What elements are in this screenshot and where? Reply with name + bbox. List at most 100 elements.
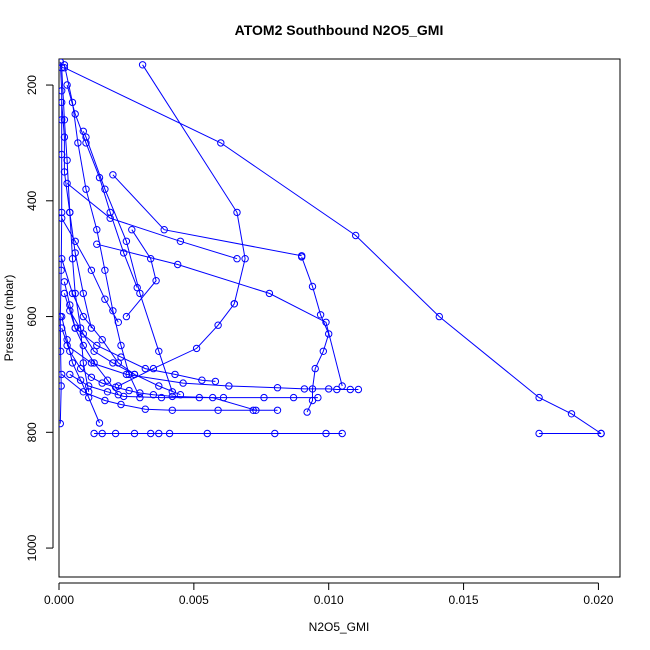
data-point (319, 347, 327, 355)
data-point (338, 429, 346, 438)
data-point (63, 81, 71, 89)
data-point (117, 341, 125, 350)
data-point (111, 429, 120, 438)
series-profile-4 (79, 127, 177, 396)
series-profile-25 (63, 81, 141, 292)
series-line (63, 281, 119, 395)
data-point (76, 376, 85, 384)
series-line (61, 67, 90, 392)
series-profile-14 (535, 429, 605, 438)
data-point (59, 419, 64, 428)
y-tick-label: 400 (25, 190, 39, 210)
data-point (265, 289, 274, 298)
data-point (59, 98, 66, 107)
data-point (322, 429, 330, 438)
data-point (233, 255, 241, 263)
data-point (203, 429, 212, 438)
data-point (122, 312, 131, 321)
data-point (109, 359, 117, 367)
data-point (68, 359, 77, 367)
data-point (198, 376, 206, 384)
data-point (155, 347, 163, 355)
series-profile-26 (59, 98, 96, 332)
data-point (241, 255, 249, 263)
data-point (71, 249, 79, 257)
data-point (60, 116, 69, 124)
series-line (61, 217, 119, 323)
y-tick-label: 1000 (25, 534, 39, 561)
data-point (214, 321, 222, 329)
data-point (60, 278, 69, 286)
data-point (354, 385, 363, 394)
data-point (322, 318, 330, 326)
data-point (87, 266, 96, 274)
data-point (93, 226, 101, 234)
series-line (64, 67, 602, 434)
data-point (109, 307, 117, 315)
data-point (85, 382, 93, 390)
data-point (165, 429, 174, 438)
data-point (214, 406, 222, 414)
data-point (60, 64, 69, 72)
data-point (149, 364, 158, 373)
data-point (230, 300, 239, 308)
data-point (59, 87, 66, 95)
data-point (59, 370, 66, 379)
data-point (90, 359, 98, 367)
data-point (192, 344, 201, 353)
data-point (59, 266, 65, 274)
data-point (155, 382, 163, 390)
data-point (79, 330, 88, 338)
x-tick-label: 0.000 (44, 593, 74, 607)
y-axis-label: Pressure (mbar) (2, 275, 16, 362)
data-point (98, 429, 106, 438)
data-point (141, 364, 150, 373)
data-point (130, 429, 139, 438)
series-profile-19 (66, 307, 185, 399)
data-point (225, 382, 233, 390)
series-line (66, 183, 238, 260)
series-profile-6 (63, 179, 241, 263)
data-point (171, 370, 179, 379)
data-point (71, 237, 79, 246)
data-point (106, 208, 114, 217)
y-tick-label: 600 (25, 306, 39, 326)
data-point (117, 353, 125, 361)
x-tick-label: 0.015 (449, 593, 479, 607)
data-point (168, 392, 177, 401)
data-point (122, 237, 131, 246)
series-line (142, 64, 246, 304)
data-point (101, 295, 109, 303)
data-point (90, 429, 98, 438)
data-point (567, 410, 576, 418)
data-point (98, 336, 106, 344)
data-point (114, 359, 123, 367)
data-point (122, 370, 131, 379)
data-point (111, 383, 120, 391)
data-point (138, 61, 147, 69)
data-point (82, 139, 90, 147)
data-point (117, 400, 125, 409)
data-point (63, 179, 71, 188)
series-line (96, 243, 343, 387)
x-axis: 0.000 0.005 0.010 0.015 0.020 (44, 582, 614, 607)
data-point (273, 384, 282, 392)
data-point (120, 249, 128, 257)
data-point (311, 364, 319, 373)
series-profile-21 (60, 278, 123, 399)
series-profile-16 (66, 370, 322, 402)
data-point (66, 208, 74, 217)
data-point (59, 312, 66, 321)
data-point (147, 429, 155, 438)
series-profile-9 (114, 300, 239, 390)
data-point (79, 312, 88, 321)
data-point (66, 301, 74, 309)
data-point (79, 341, 88, 350)
data-point (325, 330, 333, 338)
data-point (314, 393, 322, 402)
series-profile-5 (109, 171, 306, 260)
data-point (325, 385, 333, 393)
series-line (63, 64, 141, 398)
x-tick-label: 0.010 (314, 593, 344, 607)
